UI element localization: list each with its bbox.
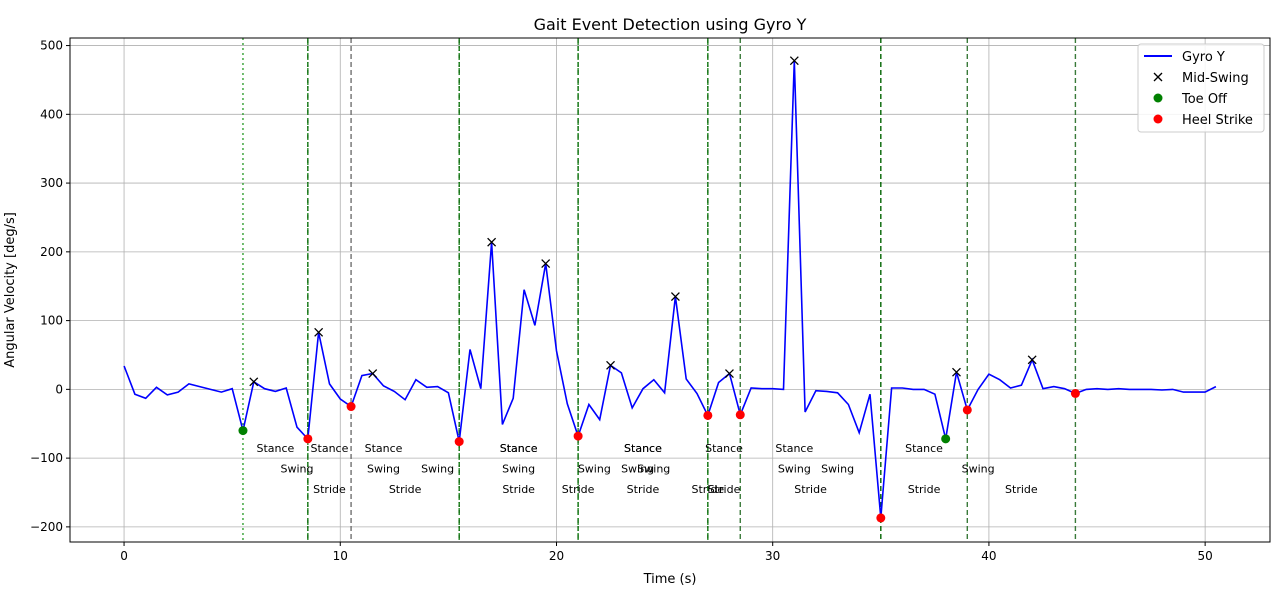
mid-swing-marker <box>487 237 497 247</box>
phase-label-swing: Swing <box>821 462 854 475</box>
heel-strike-marker <box>303 434 313 444</box>
y-tick-label: 300 <box>40 176 63 190</box>
mid-swing-stroke <box>314 327 324 337</box>
phase-label-swing: Swing <box>421 462 454 475</box>
phase-label-stance: Stance <box>500 442 538 455</box>
phase-label-stride: Stride <box>1005 483 1038 496</box>
mid-swing-stroke <box>606 360 616 370</box>
heel-strike-marker <box>703 410 713 420</box>
phase-label-stance: Stance <box>705 442 743 455</box>
mid-swing-marker <box>541 259 551 268</box>
y-tick-label: 400 <box>40 107 63 121</box>
mid-swing-stroke <box>541 259 551 268</box>
legend-label: Gyro Y <box>1182 50 1225 65</box>
y-tick-label: −200 <box>30 520 63 534</box>
phase-label-stride: Stride <box>692 483 725 496</box>
phase-label-stride: Stride <box>562 483 595 496</box>
legend-label: Heel Strike <box>1182 113 1253 128</box>
x-tick-label: 50 <box>1197 549 1212 563</box>
heel-strike-marker <box>876 513 886 523</box>
mid-swing-marker <box>789 56 799 66</box>
toe-off-marker <box>238 426 248 436</box>
phase-label-swing: Swing <box>962 462 995 475</box>
phase-label-swing: Swing <box>578 462 611 475</box>
phase-label-swing: Swing <box>502 462 535 475</box>
phase-label-stride: Stride <box>908 483 941 496</box>
x-tick-label: 40 <box>981 549 996 563</box>
y-tick-label: 200 <box>40 245 63 259</box>
mid-swing-marker <box>314 327 324 337</box>
mid-swing-stroke <box>952 367 961 377</box>
phase-label-stance: Stance <box>624 442 662 455</box>
legend-dot-swatch <box>1153 93 1163 103</box>
x-tick-label: 0 <box>120 549 128 563</box>
phase-label-swing: Swing <box>367 462 400 475</box>
y-tick-label: 500 <box>40 39 63 53</box>
toe-off-marker <box>941 434 951 444</box>
mid-swing-stroke <box>249 377 259 387</box>
phase-label-swing: Swing <box>281 462 314 475</box>
legend-label: Toe Off <box>1181 92 1228 107</box>
heel-strike-marker <box>1070 388 1080 398</box>
phase-label-swing: Swing <box>637 462 670 475</box>
y-tick-label: −100 <box>30 451 63 465</box>
mid-swing-stroke <box>368 369 378 379</box>
heel-strike-marker <box>573 431 583 441</box>
x-tick-label: 20 <box>549 549 564 563</box>
mid-swing-marker <box>670 292 680 301</box>
heel-strike-marker <box>346 402 356 412</box>
x-axis-label: Time (s) <box>643 572 697 587</box>
x-tick-label: 30 <box>765 549 780 563</box>
phase-labels: Stance Swing Stride Stance Stance Swing Stride… <box>256 442 1037 496</box>
mid-swing-marker <box>249 377 259 387</box>
legend-dot-swatch <box>1153 114 1163 124</box>
mid-swing-stroke <box>789 56 799 66</box>
y-axis: −200 −100 0 100 200 300 400 500 <box>30 39 70 534</box>
phase-label-stance: Stance <box>905 442 943 455</box>
y-tick-label: 100 <box>40 314 63 328</box>
phase-label-stance: Stance <box>311 442 349 455</box>
phase-label-stride: Stride <box>708 483 741 496</box>
mid-swing-stroke <box>724 369 734 379</box>
heel-strike-marker <box>454 437 464 447</box>
phase-label-stance: Stance <box>775 442 813 455</box>
y-axis-label: Angular Velocity [deg/s] <box>3 212 18 368</box>
y-tick-label: 0 <box>55 382 63 396</box>
x-axis: 0 10 20 30 40 50 <box>120 542 1213 563</box>
phase-label-stride: Stride <box>627 483 660 496</box>
x-tick-label: 10 <box>333 549 348 563</box>
mid-swing-marker <box>724 369 734 379</box>
legend-label: Mid-Swing <box>1182 71 1249 86</box>
legend-x-swatch <box>1153 72 1163 82</box>
phase-label-stride: Stride <box>389 483 422 496</box>
legend: Gyro Y Mid-Swing Toe Off Heel Strike <box>1137 43 1265 133</box>
phase-label-swing: Swing <box>778 462 811 475</box>
mid-swing-stroke <box>670 292 680 301</box>
mid-swing-stroke <box>1027 355 1037 365</box>
chart-title: Gait Event Detection using Gyro Y <box>534 15 807 34</box>
plot-frame <box>69 37 1271 543</box>
legend-box <box>1137 43 1265 133</box>
phase-label-stride: Stride <box>794 483 827 496</box>
phase-label-swing: Swing <box>621 462 654 475</box>
heel-strike-marker <box>735 410 745 420</box>
phase-label-stride: Stride <box>502 483 535 496</box>
mid-swing-marker <box>952 367 961 377</box>
mid-swing-marker <box>1027 355 1037 365</box>
mid-swing-marker <box>368 369 378 379</box>
phase-label-stance: Stance <box>256 442 294 455</box>
plot-area <box>123 56 1217 523</box>
event-lines <box>242 38 1077 542</box>
phase-label-stance: Stance <box>500 442 538 455</box>
mid-swing-marker <box>606 360 616 370</box>
phase-label-stance: Stance <box>624 442 662 455</box>
heel-strike-marker <box>962 405 972 415</box>
phase-label-stance: Stance <box>365 442 403 455</box>
mid-swing-stroke <box>487 237 497 247</box>
phase-label-stride: Stride <box>313 483 346 496</box>
